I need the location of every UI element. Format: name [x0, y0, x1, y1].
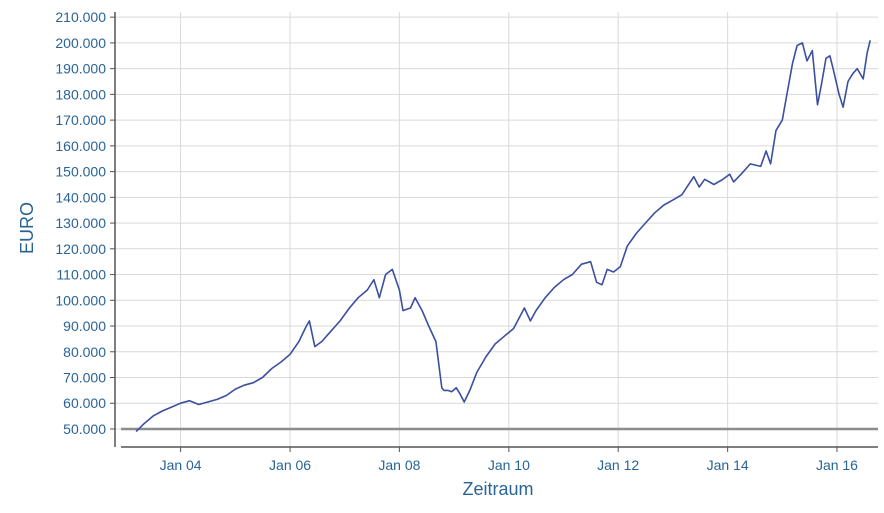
y-tick-label: 190.000: [55, 61, 106, 77]
y-tick-marks: [110, 16, 115, 430]
x-tick-label: Jan 06: [269, 457, 311, 473]
y-tick-label: 200.000: [55, 35, 106, 51]
x-tick-label: Jan 16: [816, 457, 858, 473]
y-tick-label: 140.000: [55, 189, 106, 205]
x-tick-label: Jan 14: [707, 457, 749, 473]
x-axis-title: Zeitraum: [462, 479, 533, 499]
y-tick-label: 170.000: [55, 112, 106, 128]
y-tick-label: 60.000: [63, 395, 106, 411]
y-tick-label: 180.000: [55, 86, 106, 102]
x-tick-label: Jan 08: [378, 457, 420, 473]
x-tick-label: Jan 04: [160, 457, 202, 473]
y-tick-label: 100.000: [55, 292, 106, 308]
y-tick-label: 120.000: [55, 241, 106, 257]
y-axis-title: EURO: [17, 202, 37, 254]
x-tick-marks: [180, 447, 838, 452]
y-tick-label: 80.000: [63, 344, 106, 360]
y-tick-label: 50.000: [63, 421, 106, 437]
y-gridlines: [115, 16, 878, 430]
x-tick-labels: Jan 04 Jan 06 Jan 08 Jan 10 Jan 12 Jan 14 Jan …: [160, 457, 859, 473]
x-gridlines: [180, 12, 838, 447]
y-tick-label: 70.000: [63, 370, 106, 386]
y-tick-label: 90.000: [63, 318, 106, 334]
x-tick-label: Jan 12: [597, 457, 639, 473]
y-tick-label: 130.000: [55, 215, 106, 231]
y-tick-label: 150.000: [55, 164, 106, 180]
y-tick-labels: 50.000 60.000 70.000 80.000 90.000 100.000 110…: [55, 9, 106, 437]
y-tick-label: 160.000: [55, 138, 106, 154]
y-tick-label: 210.000: [55, 9, 106, 25]
y-tick-label: 110.000: [56, 267, 106, 283]
series-line: [135, 40, 871, 433]
x-tick-label: Jan 10: [488, 457, 530, 473]
